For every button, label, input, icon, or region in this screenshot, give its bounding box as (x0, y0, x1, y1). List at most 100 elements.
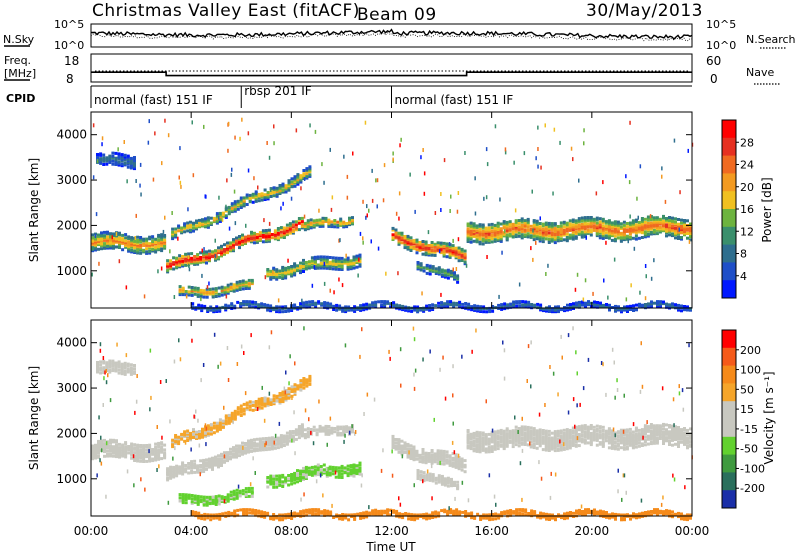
noise-speckle (665, 200, 667, 204)
heatmap-cell (204, 432, 207, 435)
heatmap-cell (432, 473, 435, 476)
heatmap-cell (240, 197, 243, 200)
heatmap-cell (187, 252, 190, 255)
heatmap-cell (121, 444, 124, 447)
heatmap-cell (219, 422, 222, 425)
heatmap-cell (193, 255, 196, 258)
heatmap-cell (317, 464, 320, 467)
heatmap-cell (192, 433, 195, 436)
heatmap-cell (626, 235, 629, 238)
heatmap-cell (417, 469, 420, 472)
noise-speckle (449, 242, 451, 246)
heatmap-cell (524, 229, 527, 232)
noise-speckle (545, 123, 547, 127)
noise-speckle (203, 247, 205, 251)
heatmap-cell (617, 435, 620, 438)
noise-speckle (487, 162, 489, 166)
heatmap-cell (470, 230, 473, 233)
noise-speckle (554, 128, 556, 132)
heatmap-cell (270, 398, 273, 401)
heatmap-cell (261, 192, 264, 195)
noise-speckle (399, 191, 401, 195)
heatmap-cell (284, 310, 287, 313)
heatmap-cell (438, 266, 441, 269)
heatmap-cell (447, 477, 450, 480)
heatmap-cell (272, 475, 275, 478)
heatmap-cell (210, 433, 213, 436)
heatmap-cell (253, 241, 256, 244)
noise-speckle (318, 209, 320, 213)
heatmap-cell (329, 466, 332, 469)
heatmap-cell (476, 444, 479, 447)
heatmap-cell (106, 450, 109, 453)
heatmap-cell (302, 270, 305, 273)
heatmap-cell (467, 227, 470, 230)
heatmap-cell (226, 451, 229, 454)
noise-speckle (97, 159, 99, 163)
heatmap-cell (313, 224, 316, 227)
heatmap-cell (305, 466, 308, 469)
heatmap-cell (256, 233, 259, 236)
heatmap-cell (175, 257, 178, 260)
noise-speckle (179, 176, 181, 180)
heatmap-cell (102, 360, 105, 363)
heatmap-cell (524, 300, 527, 303)
heatmap-cell (184, 258, 187, 261)
heatmap-cell (596, 221, 599, 224)
heatmap-cell (124, 441, 127, 444)
heatmap-cell (169, 263, 172, 266)
noise-speckle (399, 143, 401, 147)
heatmap-cell (518, 300, 521, 303)
heatmap-cell (157, 442, 160, 445)
heatmap-cell (310, 428, 313, 431)
heatmap-cell (124, 236, 127, 239)
beam-label: Beam 09 (357, 5, 437, 25)
heatmap-cell (434, 249, 437, 252)
heatmap-cell (635, 223, 638, 226)
heatmap-cell (250, 231, 253, 234)
heatmap-cell (557, 447, 560, 450)
heatmap-cell (232, 446, 235, 449)
heatmap-cell (302, 259, 305, 262)
heatmap-cell (139, 460, 142, 463)
noise-speckle (414, 210, 416, 214)
heatmap-cell (99, 372, 102, 375)
heatmap-cell (426, 272, 429, 275)
heatmap-cell (277, 237, 280, 240)
heatmap-cell (245, 490, 248, 493)
noise-speckle (504, 229, 506, 233)
heatmap-cell (290, 483, 293, 486)
heatmap-cell (182, 493, 185, 496)
noise-speckle (226, 295, 228, 299)
noise-speckle (625, 174, 627, 178)
heatmap-cell (584, 431, 587, 434)
heatmap-cell (154, 238, 157, 241)
heatmap-cell (458, 247, 461, 250)
heatmap-cell (347, 465, 350, 468)
colorbar-swatch (722, 262, 736, 280)
noise-speckle (385, 272, 387, 276)
heatmap-cell (590, 424, 593, 427)
heatmap-cell (620, 222, 623, 225)
heatmap-cell (130, 236, 133, 239)
noise-speckle (216, 254, 218, 258)
heatmap-cell (392, 233, 395, 236)
heatmap-cell (423, 270, 426, 273)
heatmap-cell (313, 426, 316, 429)
heatmap-cell (551, 437, 554, 440)
heatmap-cell (353, 256, 356, 259)
heatmap-cell (279, 392, 282, 395)
heatmap-cell (314, 302, 317, 305)
noise-speckle (486, 255, 488, 259)
heatmap-cell (192, 227, 195, 230)
heatmap-cell (111, 360, 114, 363)
heatmap-cell (103, 242, 106, 245)
heatmap-cell (491, 240, 494, 243)
heatmap-cell (302, 169, 305, 172)
heatmap-cell (290, 265, 293, 268)
heatmap-cell (210, 423, 213, 426)
heatmap-cell (452, 462, 455, 465)
heatmap-cell (230, 302, 233, 305)
noise-speckle (435, 211, 437, 215)
noise-speckle (371, 169, 373, 173)
